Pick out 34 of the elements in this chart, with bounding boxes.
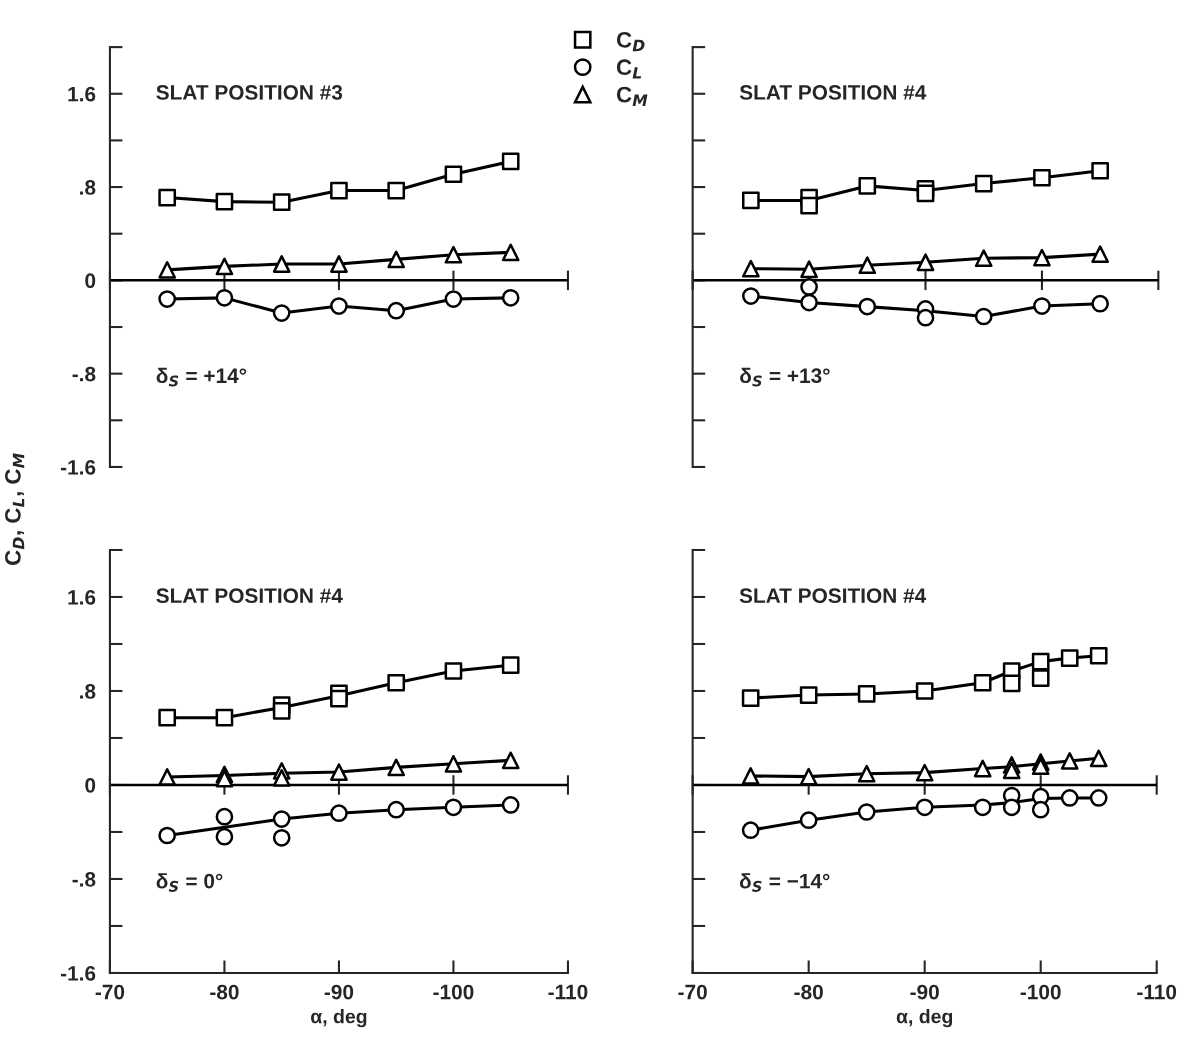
y-tick-label: .8 bbox=[80, 683, 96, 699]
x-tick-label: -110 bbox=[1137, 984, 1177, 1000]
y-axis-title: C$_{D}$, C$_{L}$, C$_{M}$ bbox=[5, 453, 25, 565]
text: SLAT POSITION #4 bbox=[739, 588, 927, 604]
x-tick-label: -80 bbox=[794, 984, 823, 1000]
y-tick-label: .8 bbox=[80, 180, 96, 195]
y-tick-label: -.8 bbox=[72, 366, 96, 382]
x-tick-label: -100 bbox=[433, 984, 474, 1000]
y-tick-label: 1.6 bbox=[68, 589, 96, 605]
y-tick-label: 1.6 bbox=[68, 86, 96, 102]
x-tick-label: -90 bbox=[910, 984, 939, 1000]
text: SLAT POSITION #3 bbox=[156, 85, 343, 100]
annotation: δ$_{S}$ = 0° bbox=[156, 873, 223, 892]
x-tick-label: -80 bbox=[210, 984, 239, 1000]
x-tick-label: -110 bbox=[548, 984, 588, 1000]
annotation: δ$_{S}$ = −14° bbox=[739, 873, 830, 892]
x-tick-label: -90 bbox=[324, 984, 354, 1000]
x-tick-label: -70 bbox=[678, 984, 707, 1000]
y-tick-label: -1.6 bbox=[60, 965, 96, 981]
x-tick-label: -100 bbox=[1020, 984, 1061, 1000]
legend-label: C$_{L}$ bbox=[616, 59, 642, 79]
annotation: δ$_{S}$ = +13° bbox=[740, 367, 830, 387]
legend-label: C$_{D}$ bbox=[616, 31, 645, 52]
x-tick-label: -70 bbox=[95, 984, 125, 1000]
x-axis-title: α, deg bbox=[896, 1009, 953, 1028]
legend-label: C$_{M}$ bbox=[616, 86, 648, 106]
text: SLAT POSITION #4 bbox=[156, 588, 343, 604]
annotation: δ$_{S}$ = +14° bbox=[156, 367, 247, 387]
y-tick-label: 0 bbox=[85, 273, 96, 289]
y-tick-label: -1.6 bbox=[60, 459, 96, 475]
x-axis-title: α, deg bbox=[311, 1009, 367, 1028]
text: SLAT POSITION #4 bbox=[739, 85, 927, 100]
y-tick-label: -.8 bbox=[72, 871, 96, 887]
y-tick-label: 0 bbox=[85, 777, 96, 793]
